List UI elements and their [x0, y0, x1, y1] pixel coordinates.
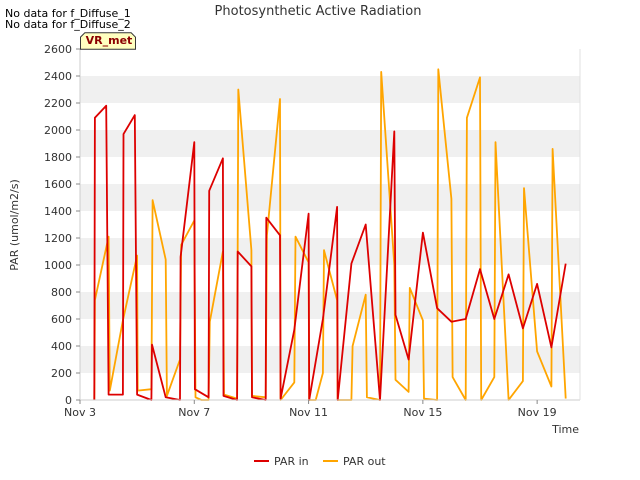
y-axis-label: PAR (umol/m2/s) — [8, 179, 21, 271]
y-tick-label: 1600 — [44, 178, 72, 191]
x-tick-label: Nov 3 — [64, 406, 96, 419]
legend-label-par-in: PAR in — [274, 455, 309, 468]
no-data-note-1: No data for f_Diffuse_1 — [5, 7, 131, 20]
series-line-par-in — [93, 104, 567, 401]
vr-met-badge — [80, 32, 136, 50]
y-tick-label: 600 — [51, 313, 72, 326]
y-tick-label: 2000 — [44, 124, 72, 137]
plot-area — [80, 49, 580, 400]
y-tick-label: 800 — [51, 286, 72, 299]
y-tick-label: 1000 — [44, 259, 72, 272]
grid-band — [80, 76, 580, 103]
grid-band — [80, 346, 580, 373]
y-tick-label: 2200 — [44, 97, 72, 110]
y-tick-label: 0 — [65, 394, 72, 407]
vr-met-badge-label: VR_met — [85, 34, 133, 47]
legend: PAR in PAR out — [254, 455, 386, 468]
x-tick-label: Nov 15 — [403, 406, 442, 419]
background-bands — [80, 49, 580, 400]
series-layer — [93, 68, 567, 401]
series-line-par-out — [93, 68, 567, 401]
x-tick-label: Nov 7 — [178, 406, 210, 419]
chart-title: Photosynthetic Active Radiation — [215, 4, 422, 19]
x-tick-label: Nov 11 — [289, 406, 328, 419]
y-tick-label: 2400 — [44, 70, 72, 83]
legend-label-par-out: PAR out — [343, 455, 386, 468]
y-tick-label: 1400 — [44, 205, 72, 218]
x-axis-label: Time — [551, 423, 579, 436]
y-tick-label: 1800 — [44, 151, 72, 164]
y-tick-label: 2600 — [44, 43, 72, 56]
no-data-note-2: No data for f_Diffuse_2 — [5, 18, 131, 31]
grid-band — [80, 130, 580, 157]
grid-band — [80, 184, 580, 211]
y-tick-label: 1200 — [44, 232, 72, 245]
axes-layer: 0 200 400 600 800 1000 1200 1400 1600 1800 2000 220… — [44, 43, 581, 419]
y-tick-label: 200 — [51, 367, 72, 380]
y-tick-label: 400 — [51, 340, 72, 353]
x-tick-label: Nov 19 — [518, 406, 557, 419]
